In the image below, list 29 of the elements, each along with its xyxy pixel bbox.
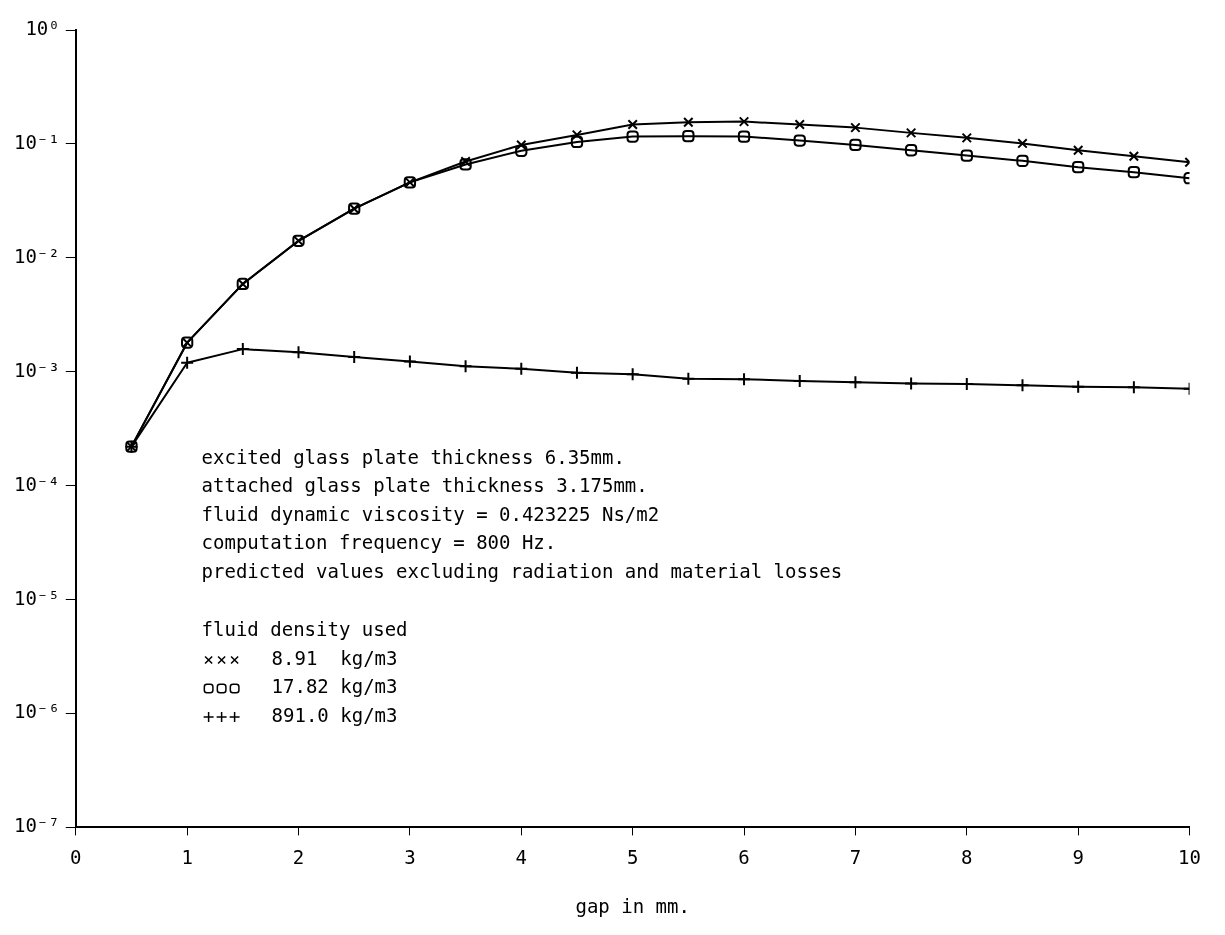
- y-tick-label: 10⁻⁷: [13, 814, 60, 837]
- legend-label: 8.91 kg/m3: [271, 646, 398, 669]
- x-tick-label: 6: [738, 845, 750, 868]
- x-tick-label: 8: [961, 845, 973, 868]
- annotation: computation frequency = 800 Hz.: [201, 531, 557, 554]
- x-tick-label: 5: [626, 845, 639, 868]
- legend-label: 891.0 kg/m3: [271, 703, 398, 726]
- x-tick-label: 10: [1178, 845, 1202, 868]
- y-tick-label: 10⁻²: [13, 244, 60, 267]
- x-tick-label: 1: [181, 845, 193, 868]
- annotation: predicted values excluding radiation and material losses: [201, 559, 843, 582]
- x-tick-label: 4: [515, 845, 527, 868]
- legend-title: fluid density used: [201, 618, 408, 641]
- annotation: fluid dynamic viscosity = 0.423225 Ns/m2: [201, 502, 660, 525]
- y-tick-label: 10⁻³: [13, 358, 60, 381]
- y-tick-label: 10⁰: [25, 16, 60, 39]
- x-tick-label: 0: [70, 845, 82, 868]
- annotation: excited glass plate thickness 6.35mm.: [201, 445, 625, 468]
- x-axis-title: gap in mm.: [575, 894, 690, 917]
- y-tick-label: 10⁻¹: [13, 130, 60, 153]
- y-tick-label: 10⁻⁵: [13, 586, 60, 609]
- y-tick-label: 10⁻⁶: [13, 700, 60, 723]
- x-tick-label: 7: [849, 845, 862, 868]
- x-tick-label: 9: [1072, 845, 1084, 868]
- annotation: attached glass plate thickness 3.175mm.: [201, 474, 648, 497]
- legend-label: 17.82 kg/m3: [271, 675, 398, 698]
- x-tick-label: 3: [404, 845, 416, 868]
- y-tick-label: 10⁻⁴: [13, 472, 60, 495]
- x-tick-label: 2: [292, 845, 305, 868]
